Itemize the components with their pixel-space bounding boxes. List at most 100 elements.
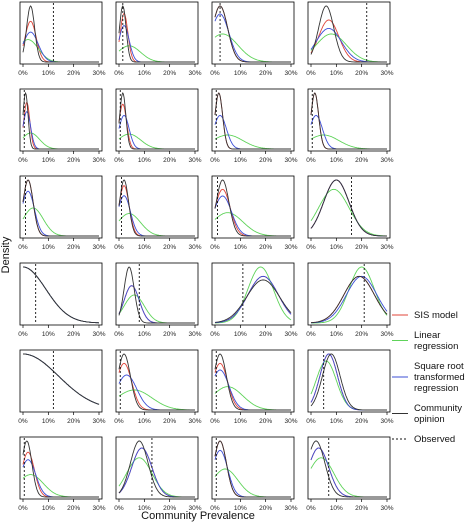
x-tick-label: 30% bbox=[92, 70, 105, 77]
x-tick-label: 10% bbox=[138, 505, 151, 512]
legend-label: regression bbox=[414, 383, 458, 394]
density-panel: 0% 10% 20% 30% bbox=[114, 88, 202, 164]
series-line-comm bbox=[22, 179, 99, 237]
series-line-lin bbox=[310, 188, 387, 237]
x-tick-label: 20% bbox=[259, 157, 272, 164]
x-tick-label: 10% bbox=[330, 331, 343, 338]
x-tick-label: 30% bbox=[284, 505, 297, 512]
x-tick-label: 20% bbox=[163, 157, 176, 164]
x-tick-label: 10% bbox=[330, 244, 343, 251]
x-tick-label: 10% bbox=[42, 157, 55, 164]
x-tick-label: 30% bbox=[284, 331, 297, 338]
x-tick-label: 30% bbox=[380, 418, 393, 425]
x-tick-label: 30% bbox=[380, 157, 393, 164]
series-line-comm bbox=[310, 440, 387, 498]
x-tick-label: 30% bbox=[188, 505, 201, 512]
series-line-comm bbox=[118, 91, 195, 150]
density-panel: 0% 10% 20% 30% bbox=[210, 175, 298, 251]
x-tick-label: 0% bbox=[18, 505, 28, 512]
series-line-comm bbox=[22, 5, 99, 63]
x-tick-label: 0% bbox=[210, 244, 220, 251]
x-tick-label: 30% bbox=[188, 157, 201, 164]
x-tick-label: 30% bbox=[188, 331, 201, 338]
density-panel: 0% 10% 20% 30% bbox=[114, 262, 202, 338]
series-line-comm bbox=[214, 440, 291, 498]
x-tick-label: 10% bbox=[234, 331, 247, 338]
series-line-lin bbox=[311, 266, 388, 324]
panel-frame bbox=[115, 1, 199, 65]
density-panel: 0% 10% 20% 30% bbox=[210, 262, 298, 338]
x-tick-label: 30% bbox=[92, 157, 105, 164]
x-tick-label: 0% bbox=[18, 157, 28, 164]
density-panel: 0% 10% 20% 30% bbox=[210, 349, 298, 425]
series-line-lin bbox=[118, 389, 195, 411]
x-tick-label: 20% bbox=[355, 244, 368, 251]
panel-frame bbox=[211, 88, 295, 152]
series-line-comm bbox=[214, 279, 292, 323]
x-tick-label: 0% bbox=[210, 331, 220, 338]
x-tick-label: 0% bbox=[306, 505, 316, 512]
density-panel: 0% 10% 20% 30% bbox=[306, 436, 394, 512]
series-line-comm bbox=[23, 266, 99, 324]
series-line-comm bbox=[118, 440, 195, 498]
x-tick-label: 30% bbox=[380, 244, 393, 251]
series-line-comm bbox=[214, 353, 291, 411]
x-tick-label: 0% bbox=[114, 157, 124, 164]
x-tick-label: 20% bbox=[67, 157, 80, 164]
series-line-comm bbox=[22, 440, 99, 498]
density-panel: 0% 10% 20% 30% bbox=[114, 349, 202, 425]
x-tick-label: 20% bbox=[355, 70, 368, 77]
legend-label: Observed bbox=[414, 434, 455, 445]
x-tick-label: 10% bbox=[330, 70, 343, 77]
x-tick-label: 30% bbox=[92, 505, 105, 512]
density-panel: 0% 10% 20% 30% bbox=[114, 1, 202, 77]
x-tick-label: 10% bbox=[42, 331, 55, 338]
density-panel: 0% 10% 20% 30% bbox=[210, 88, 298, 164]
x-tick-label: 10% bbox=[138, 418, 151, 425]
panel-frame bbox=[115, 262, 199, 326]
x-tick-label: 10% bbox=[138, 244, 151, 251]
x-tick-label: 0% bbox=[210, 70, 220, 77]
x-tick-label: 30% bbox=[188, 244, 201, 251]
density-panel: 0% 10% 20% 30% bbox=[18, 262, 106, 338]
x-tick-label: 20% bbox=[67, 418, 80, 425]
panel-frame bbox=[19, 349, 103, 413]
x-tick-label: 30% bbox=[92, 418, 105, 425]
density-panel: 0% 10% 20% 30% bbox=[210, 436, 298, 512]
panel-frame bbox=[307, 262, 391, 326]
x-tick-label: 10% bbox=[42, 418, 55, 425]
x-tick-label: 10% bbox=[138, 331, 151, 338]
x-tick-label: 10% bbox=[234, 418, 247, 425]
x-tick-label: 10% bbox=[138, 70, 151, 77]
x-tick-label: 20% bbox=[355, 505, 368, 512]
series-line-comm bbox=[310, 5, 387, 63]
x-tick-label: 10% bbox=[42, 244, 55, 251]
density-panel: 0% 10% 20% 30% bbox=[18, 1, 106, 77]
x-tick-label: 30% bbox=[380, 505, 393, 512]
x-tick-label: 0% bbox=[210, 157, 220, 164]
x-tick-label: 10% bbox=[234, 157, 247, 164]
panel-frame bbox=[211, 262, 295, 326]
panel-frame bbox=[307, 88, 391, 152]
x-tick-label: 10% bbox=[330, 157, 343, 164]
series-line-lin bbox=[215, 266, 292, 324]
panel-frame bbox=[211, 175, 295, 239]
x-tick-label: 20% bbox=[67, 331, 80, 338]
x-tick-label: 0% bbox=[306, 70, 316, 77]
x-tick-label: 0% bbox=[306, 244, 316, 251]
series-line-sqrt bbox=[311, 275, 388, 324]
legend-label: regression bbox=[414, 341, 458, 352]
legend-entry: Observed bbox=[392, 434, 455, 445]
density-panel: 0% 10% 20% 30% bbox=[306, 88, 394, 164]
series-line-comm bbox=[310, 179, 387, 237]
x-tick-label: 20% bbox=[259, 70, 272, 77]
x-tick-label: 0% bbox=[18, 331, 28, 338]
x-tick-label: 10% bbox=[234, 244, 247, 251]
x-tick-label: 10% bbox=[42, 70, 55, 77]
x-tick-label: 20% bbox=[163, 505, 176, 512]
x-tick-label: 10% bbox=[234, 505, 247, 512]
density-panel: 0% 10% 20% 30% bbox=[306, 1, 394, 77]
x-tick-label: 30% bbox=[92, 244, 105, 251]
series-line-comm bbox=[214, 92, 291, 150]
